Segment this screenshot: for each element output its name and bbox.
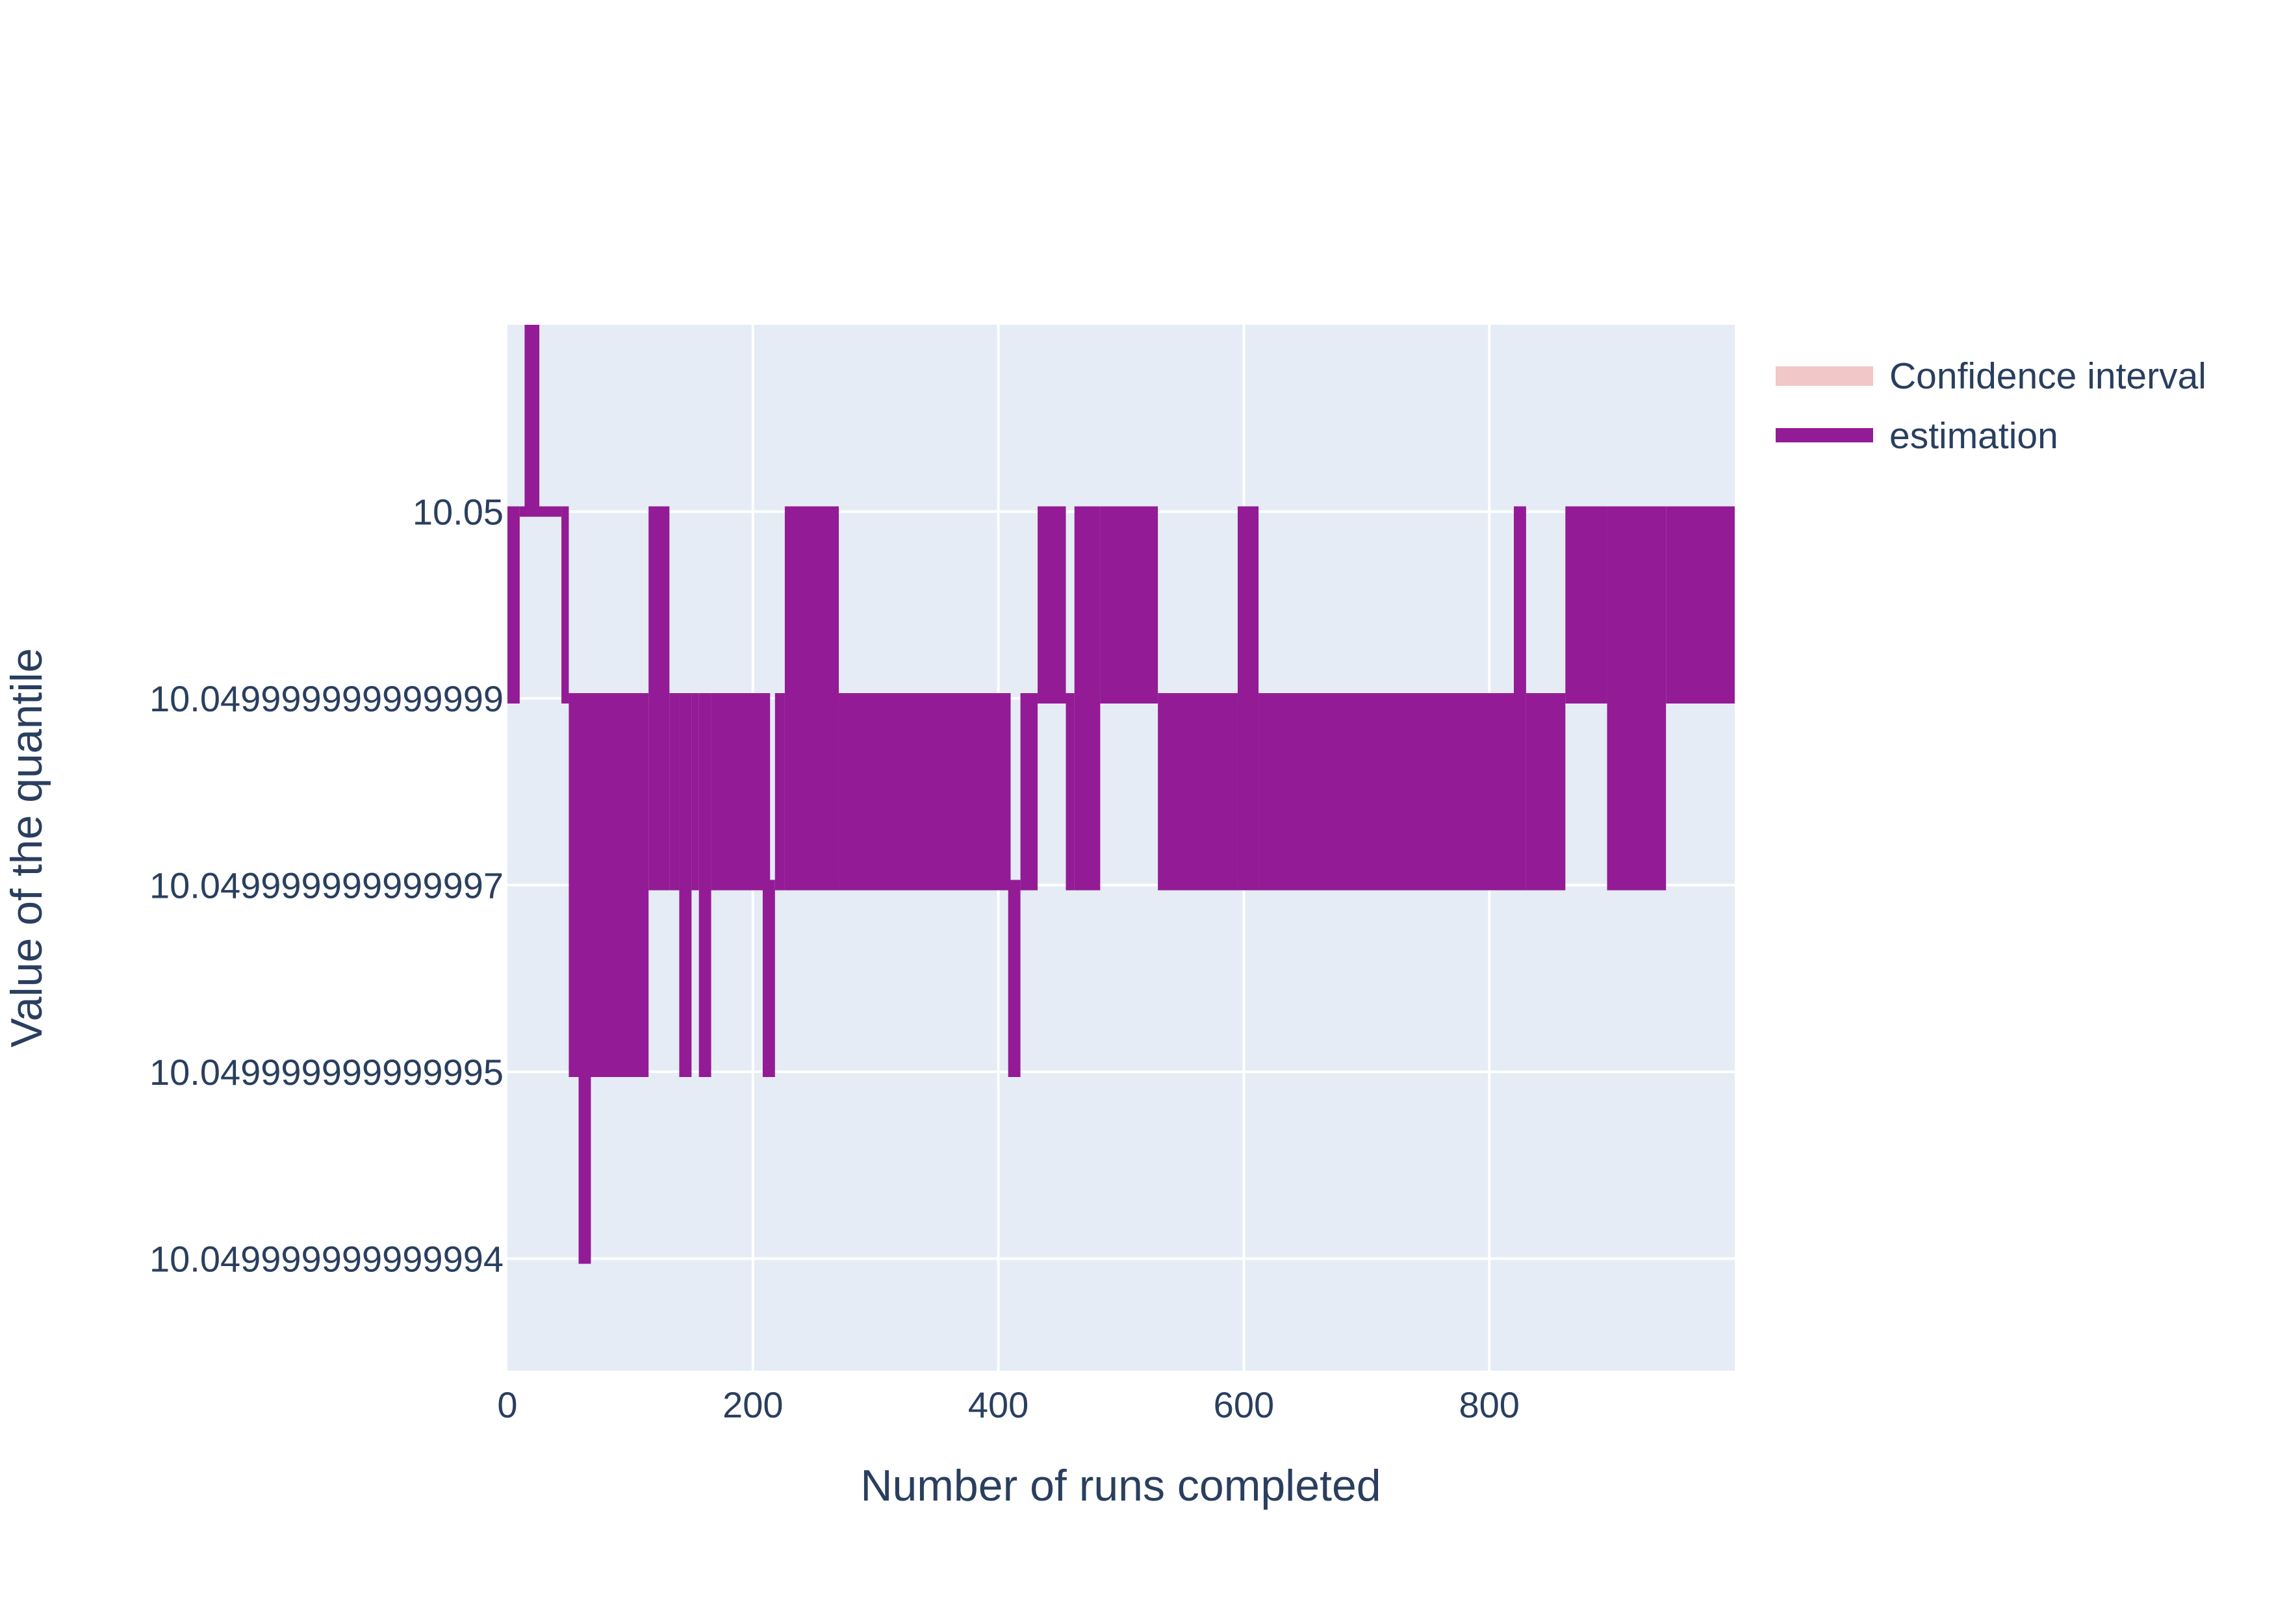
estimation-band-segment <box>1066 693 1075 891</box>
estimation-band-segment <box>711 693 771 891</box>
estimation-band-segment <box>839 693 1011 891</box>
estimation-band-segment <box>1020 693 1038 891</box>
estimation-band-segment <box>1666 506 1735 704</box>
estimation-band-segment <box>1008 880 1021 1077</box>
estimation-band-segment <box>1158 693 1238 891</box>
estimation-band-segment <box>762 880 775 1077</box>
legend-item-estimation[interactable]: estimation <box>1776 415 2058 457</box>
x-tick-label: 800 <box>1459 1384 1519 1425</box>
legend-label-confidence-interval: Confidence interval <box>1889 355 2206 397</box>
legend-label-estimation: estimation <box>1889 415 2058 457</box>
estimation-band-segment <box>568 693 649 1077</box>
estimation-band-segment <box>519 506 562 517</box>
x-tick-label: 600 <box>1214 1384 1274 1425</box>
estimation-band-segment <box>1237 506 1259 891</box>
estimation-band-segment <box>1513 506 1526 891</box>
y-axis-ticks: 10.049999999999994 10.049999999999995 10.0… <box>149 492 504 1280</box>
estimation-band-segment <box>578 1067 591 1264</box>
y-tick-label: 10.049999999999994 <box>149 1239 504 1280</box>
y-tick-label: 10.05 <box>413 492 504 533</box>
estimation-band-segment <box>561 506 569 704</box>
estimation-band-segment <box>1258 693 1514 891</box>
y-tick-label: 10.049999999999997 <box>149 865 504 906</box>
estimation-band-segment <box>1074 506 1101 891</box>
estimation-band-segment <box>1038 506 1066 704</box>
estimation-band-segment <box>774 693 785 891</box>
estimation-band-segment <box>507 506 520 704</box>
y-tick-label: 10.049999999999999 <box>149 678 504 719</box>
estimation-band-segment <box>1100 506 1158 704</box>
x-tick-label: 200 <box>722 1384 783 1425</box>
estimation-band-segment <box>784 506 839 891</box>
legend-item-confidence-interval[interactable]: Confidence interval <box>1776 355 2206 397</box>
estimation-band-segment <box>1526 693 1566 891</box>
estimation-band-segment <box>679 693 692 1077</box>
y-tick-label: 10.049999999999995 <box>149 1052 504 1093</box>
estimation-band-segment <box>1607 506 1667 891</box>
legend: Confidence interval estimation <box>1776 355 2206 457</box>
x-tick-label: 0 <box>497 1384 517 1425</box>
x-tick-label: 400 <box>968 1384 1028 1425</box>
estimation-series <box>507 325 1735 1264</box>
estimation-band-segment <box>669 693 680 891</box>
estimation-band-segment <box>524 325 540 517</box>
x-axis-ticks: 0 200 400 600 800 <box>497 1384 1519 1425</box>
y-axis-title: Value of the quantile <box>2 648 51 1048</box>
estimation-band-segment <box>648 506 670 891</box>
x-axis-title: Number of runs completed <box>860 1461 1381 1510</box>
estimation-band-segment <box>698 693 711 1077</box>
estimation-band-segment <box>1565 506 1607 704</box>
estimation-band-segment <box>691 693 699 891</box>
